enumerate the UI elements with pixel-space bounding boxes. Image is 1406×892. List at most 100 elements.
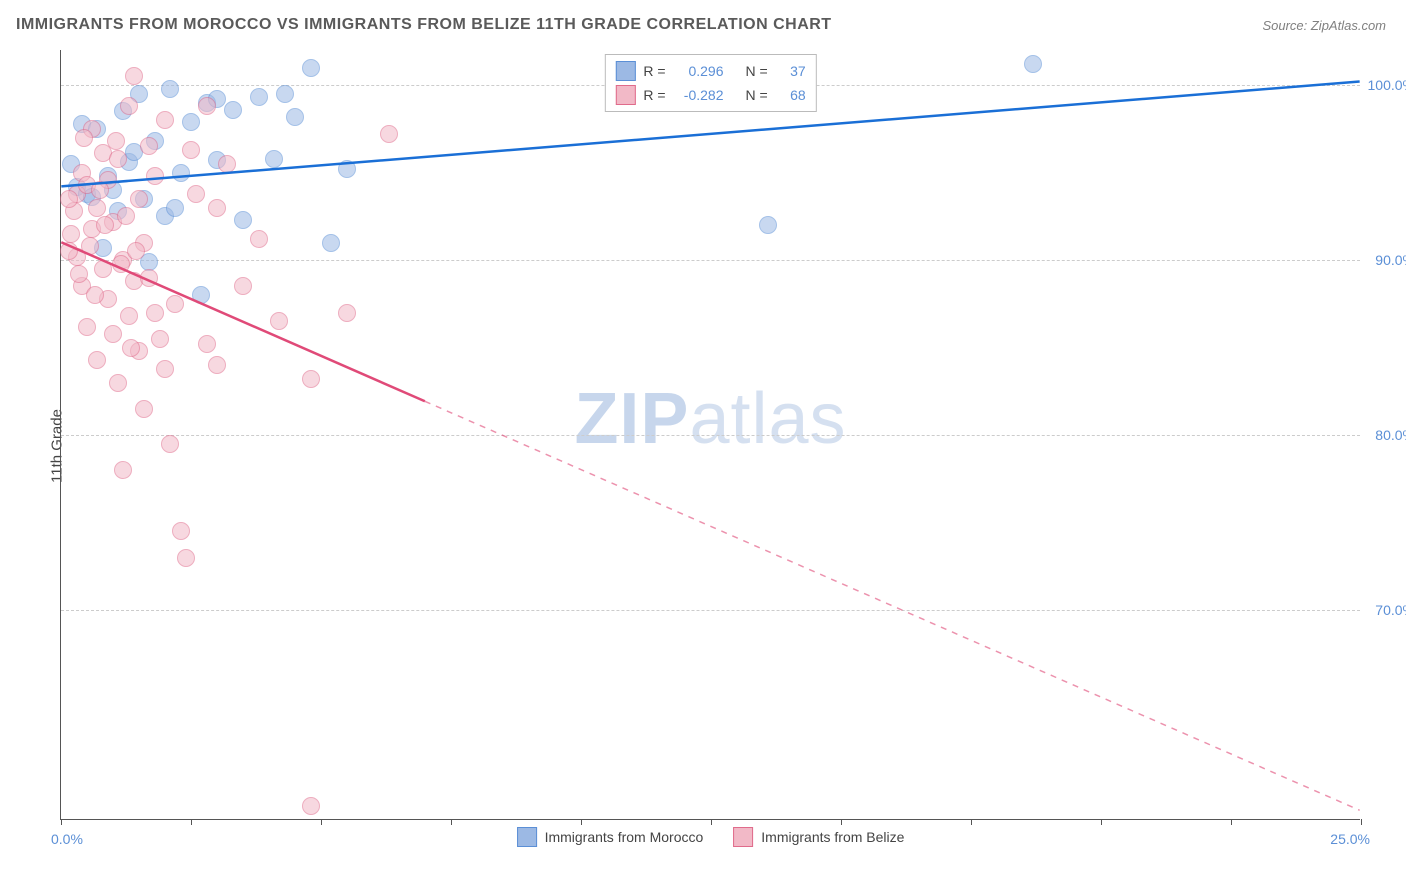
- source-label: Source: ZipAtlas.com: [1262, 18, 1386, 33]
- data-point: [122, 339, 140, 357]
- r-value: 0.296: [674, 63, 724, 79]
- data-point: [94, 260, 112, 278]
- y-tick-label: 90.0%: [1375, 252, 1406, 268]
- data-point: [88, 351, 106, 369]
- data-point: [302, 797, 320, 815]
- data-point: [135, 400, 153, 418]
- data-point: [302, 370, 320, 388]
- data-point: [75, 129, 93, 147]
- data-point: [140, 137, 158, 155]
- data-point: [146, 167, 164, 185]
- legend-row: R = -0.282 N = 68: [615, 83, 805, 107]
- data-point: [146, 304, 164, 322]
- n-value: 68: [776, 87, 806, 103]
- data-point: [130, 190, 148, 208]
- plot-area: ZIPatlas 70.0%80.0%90.0%100.0% 0.0% 25.0…: [60, 50, 1360, 820]
- trend-line-dashed: [425, 401, 1360, 810]
- data-point: [127, 242, 145, 260]
- x-tick: [1101, 819, 1102, 825]
- y-tick-label: 70.0%: [1375, 602, 1406, 618]
- data-point: [60, 242, 78, 260]
- x-tick: [971, 819, 972, 825]
- data-point: [208, 356, 226, 374]
- data-point: [322, 234, 340, 252]
- x-axis-max-label: 25.0%: [1330, 831, 1370, 847]
- data-point: [338, 160, 356, 178]
- data-point: [161, 80, 179, 98]
- x-tick: [1231, 819, 1232, 825]
- x-tick: [841, 819, 842, 825]
- x-axis-min-label: 0.0%: [51, 831, 83, 847]
- n-label: N =: [746, 63, 768, 79]
- n-label: N =: [746, 87, 768, 103]
- data-point: [224, 101, 242, 119]
- data-point: [234, 211, 252, 229]
- legend-row: R = 0.296 N = 37: [615, 59, 805, 83]
- data-point: [198, 97, 216, 115]
- data-point: [166, 295, 184, 313]
- data-point: [109, 374, 127, 392]
- x-tick: [451, 819, 452, 825]
- x-tick: [61, 819, 62, 825]
- data-point: [151, 330, 169, 348]
- data-point: [218, 155, 236, 173]
- data-point: [112, 255, 130, 273]
- data-point: [380, 125, 398, 143]
- r-value: -0.282: [674, 87, 724, 103]
- data-point: [177, 549, 195, 567]
- data-point: [140, 269, 158, 287]
- data-point: [70, 265, 88, 283]
- y-tick-label: 80.0%: [1375, 427, 1406, 443]
- data-point: [286, 108, 304, 126]
- data-point: [86, 286, 104, 304]
- data-point: [182, 141, 200, 159]
- x-tick: [191, 819, 192, 825]
- data-point: [759, 216, 777, 234]
- y-tick-label: 100.0%: [1368, 77, 1406, 93]
- legend-swatch: [615, 61, 635, 81]
- x-tick: [711, 819, 712, 825]
- legend-swatch: [733, 827, 753, 847]
- legend-swatch: [517, 827, 537, 847]
- data-point: [156, 111, 174, 129]
- data-point: [109, 150, 127, 168]
- data-point: [302, 59, 320, 77]
- r-label: R =: [643, 63, 665, 79]
- data-point: [161, 435, 179, 453]
- legend-item: Immigrants from Belize: [733, 827, 904, 847]
- data-point: [172, 164, 190, 182]
- data-point: [81, 237, 99, 255]
- r-label: R =: [643, 87, 665, 103]
- gridline: [61, 610, 1360, 611]
- data-point: [338, 304, 356, 322]
- data-point: [250, 230, 268, 248]
- legend-item: Immigrants from Morocco: [517, 827, 704, 847]
- data-point: [117, 207, 135, 225]
- data-point: [198, 335, 216, 353]
- correlation-legend: R = 0.296 N = 37 R = -0.282 N = 68: [604, 54, 816, 112]
- data-point: [156, 360, 174, 378]
- data-point: [60, 190, 78, 208]
- data-point: [166, 199, 184, 217]
- data-point: [208, 199, 226, 217]
- data-point: [270, 312, 288, 330]
- x-tick: [581, 819, 582, 825]
- data-point: [91, 181, 109, 199]
- data-point: [187, 185, 205, 203]
- data-point: [172, 522, 190, 540]
- watermark: ZIPatlas: [574, 378, 846, 460]
- data-point: [120, 97, 138, 115]
- legend-swatch: [615, 85, 635, 105]
- x-tick: [1361, 819, 1362, 825]
- n-value: 37: [776, 63, 806, 79]
- data-point: [250, 88, 268, 106]
- data-point: [78, 318, 96, 336]
- data-point: [62, 225, 80, 243]
- chart-title: IMMIGRANTS FROM MOROCCO VS IMMIGRANTS FR…: [16, 16, 832, 34]
- x-tick: [321, 819, 322, 825]
- data-point: [276, 85, 294, 103]
- data-point: [125, 67, 143, 85]
- series-legend: Immigrants from Morocco Immigrants from B…: [517, 827, 905, 847]
- data-point: [120, 307, 138, 325]
- data-point: [1024, 55, 1042, 73]
